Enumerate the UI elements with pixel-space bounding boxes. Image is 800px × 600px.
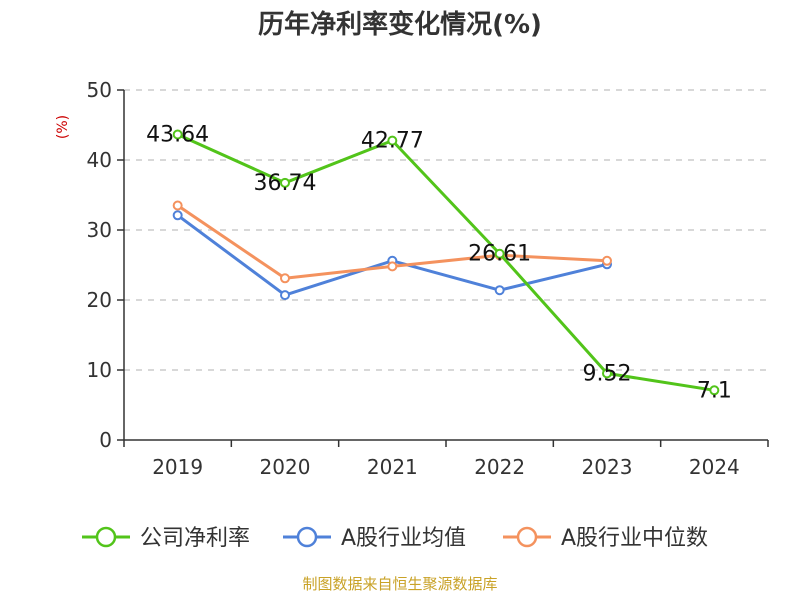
data-label: 9.52 <box>583 361 632 386</box>
legend-item: A股行业中位数 <box>503 526 708 551</box>
data-point <box>494 248 505 259</box>
data-label: 26.61 <box>468 242 531 267</box>
legend-swatch-marker <box>516 526 538 548</box>
data-point <box>280 273 290 284</box>
data-point <box>280 290 290 301</box>
data-point <box>387 261 398 272</box>
x-tick-label: 2022 <box>474 455 525 479</box>
data-point <box>172 200 183 211</box>
x-tick-label: 2020 <box>260 455 311 479</box>
data-point <box>172 210 183 221</box>
y-tick-label: 20 <box>87 288 112 312</box>
data-point <box>387 135 398 146</box>
grid-layer <box>124 89 768 371</box>
data-point <box>494 285 505 296</box>
data-point <box>172 129 183 140</box>
legend-item: A股行业均值 <box>283 526 466 551</box>
y-axis-unit-label: (%) <box>55 115 71 139</box>
x-tick-label: 2019 <box>152 455 203 479</box>
data-point <box>709 385 720 396</box>
series-line-0 <box>176 133 716 392</box>
data-label: 43.64 <box>146 123 209 148</box>
chart-title: 历年净利率变化情况(%) <box>258 9 542 40</box>
source-text: 制图数据来自恒生聚源数据库 <box>302 575 497 593</box>
x-tick-label: 2024 <box>689 455 740 479</box>
y-tick-label: 40 <box>87 148 112 172</box>
label-layer: 43.64 36.74 42.77 26.61 9.52 7.1 <box>146 123 732 404</box>
data-point <box>280 177 290 188</box>
x-tick-label: 2023 <box>582 455 633 479</box>
legend-label: 公司净利率 <box>140 526 250 551</box>
legend-swatch-marker <box>95 526 117 548</box>
axes-layer: 0 10 20 30 40 50 2019 2020 2021 2022 2023 2024 <box>87 78 769 479</box>
data-label: 36.74 <box>254 171 317 196</box>
y-tick-label: 0 <box>99 428 112 452</box>
data-point <box>602 368 612 379</box>
legend-label: A股行业均值 <box>341 526 466 551</box>
data-point <box>602 255 612 266</box>
legend: 公司净利率 A股行业均值 A股行业中位数 <box>82 526 708 551</box>
y-tick-label: 30 <box>87 218 112 242</box>
y-tick-label: 50 <box>87 78 112 102</box>
legend-label: A股行业中位数 <box>561 526 708 551</box>
data-label: 7.1 <box>697 378 732 403</box>
legend-item: 公司净利率 <box>82 526 250 551</box>
y-tick-label: 10 <box>87 358 112 382</box>
series-line-1 <box>176 213 609 297</box>
series-layer <box>172 129 720 396</box>
x-tick-label: 2021 <box>367 455 418 479</box>
legend-swatch-marker <box>296 526 318 548</box>
data-label: 42.77 <box>361 129 424 154</box>
